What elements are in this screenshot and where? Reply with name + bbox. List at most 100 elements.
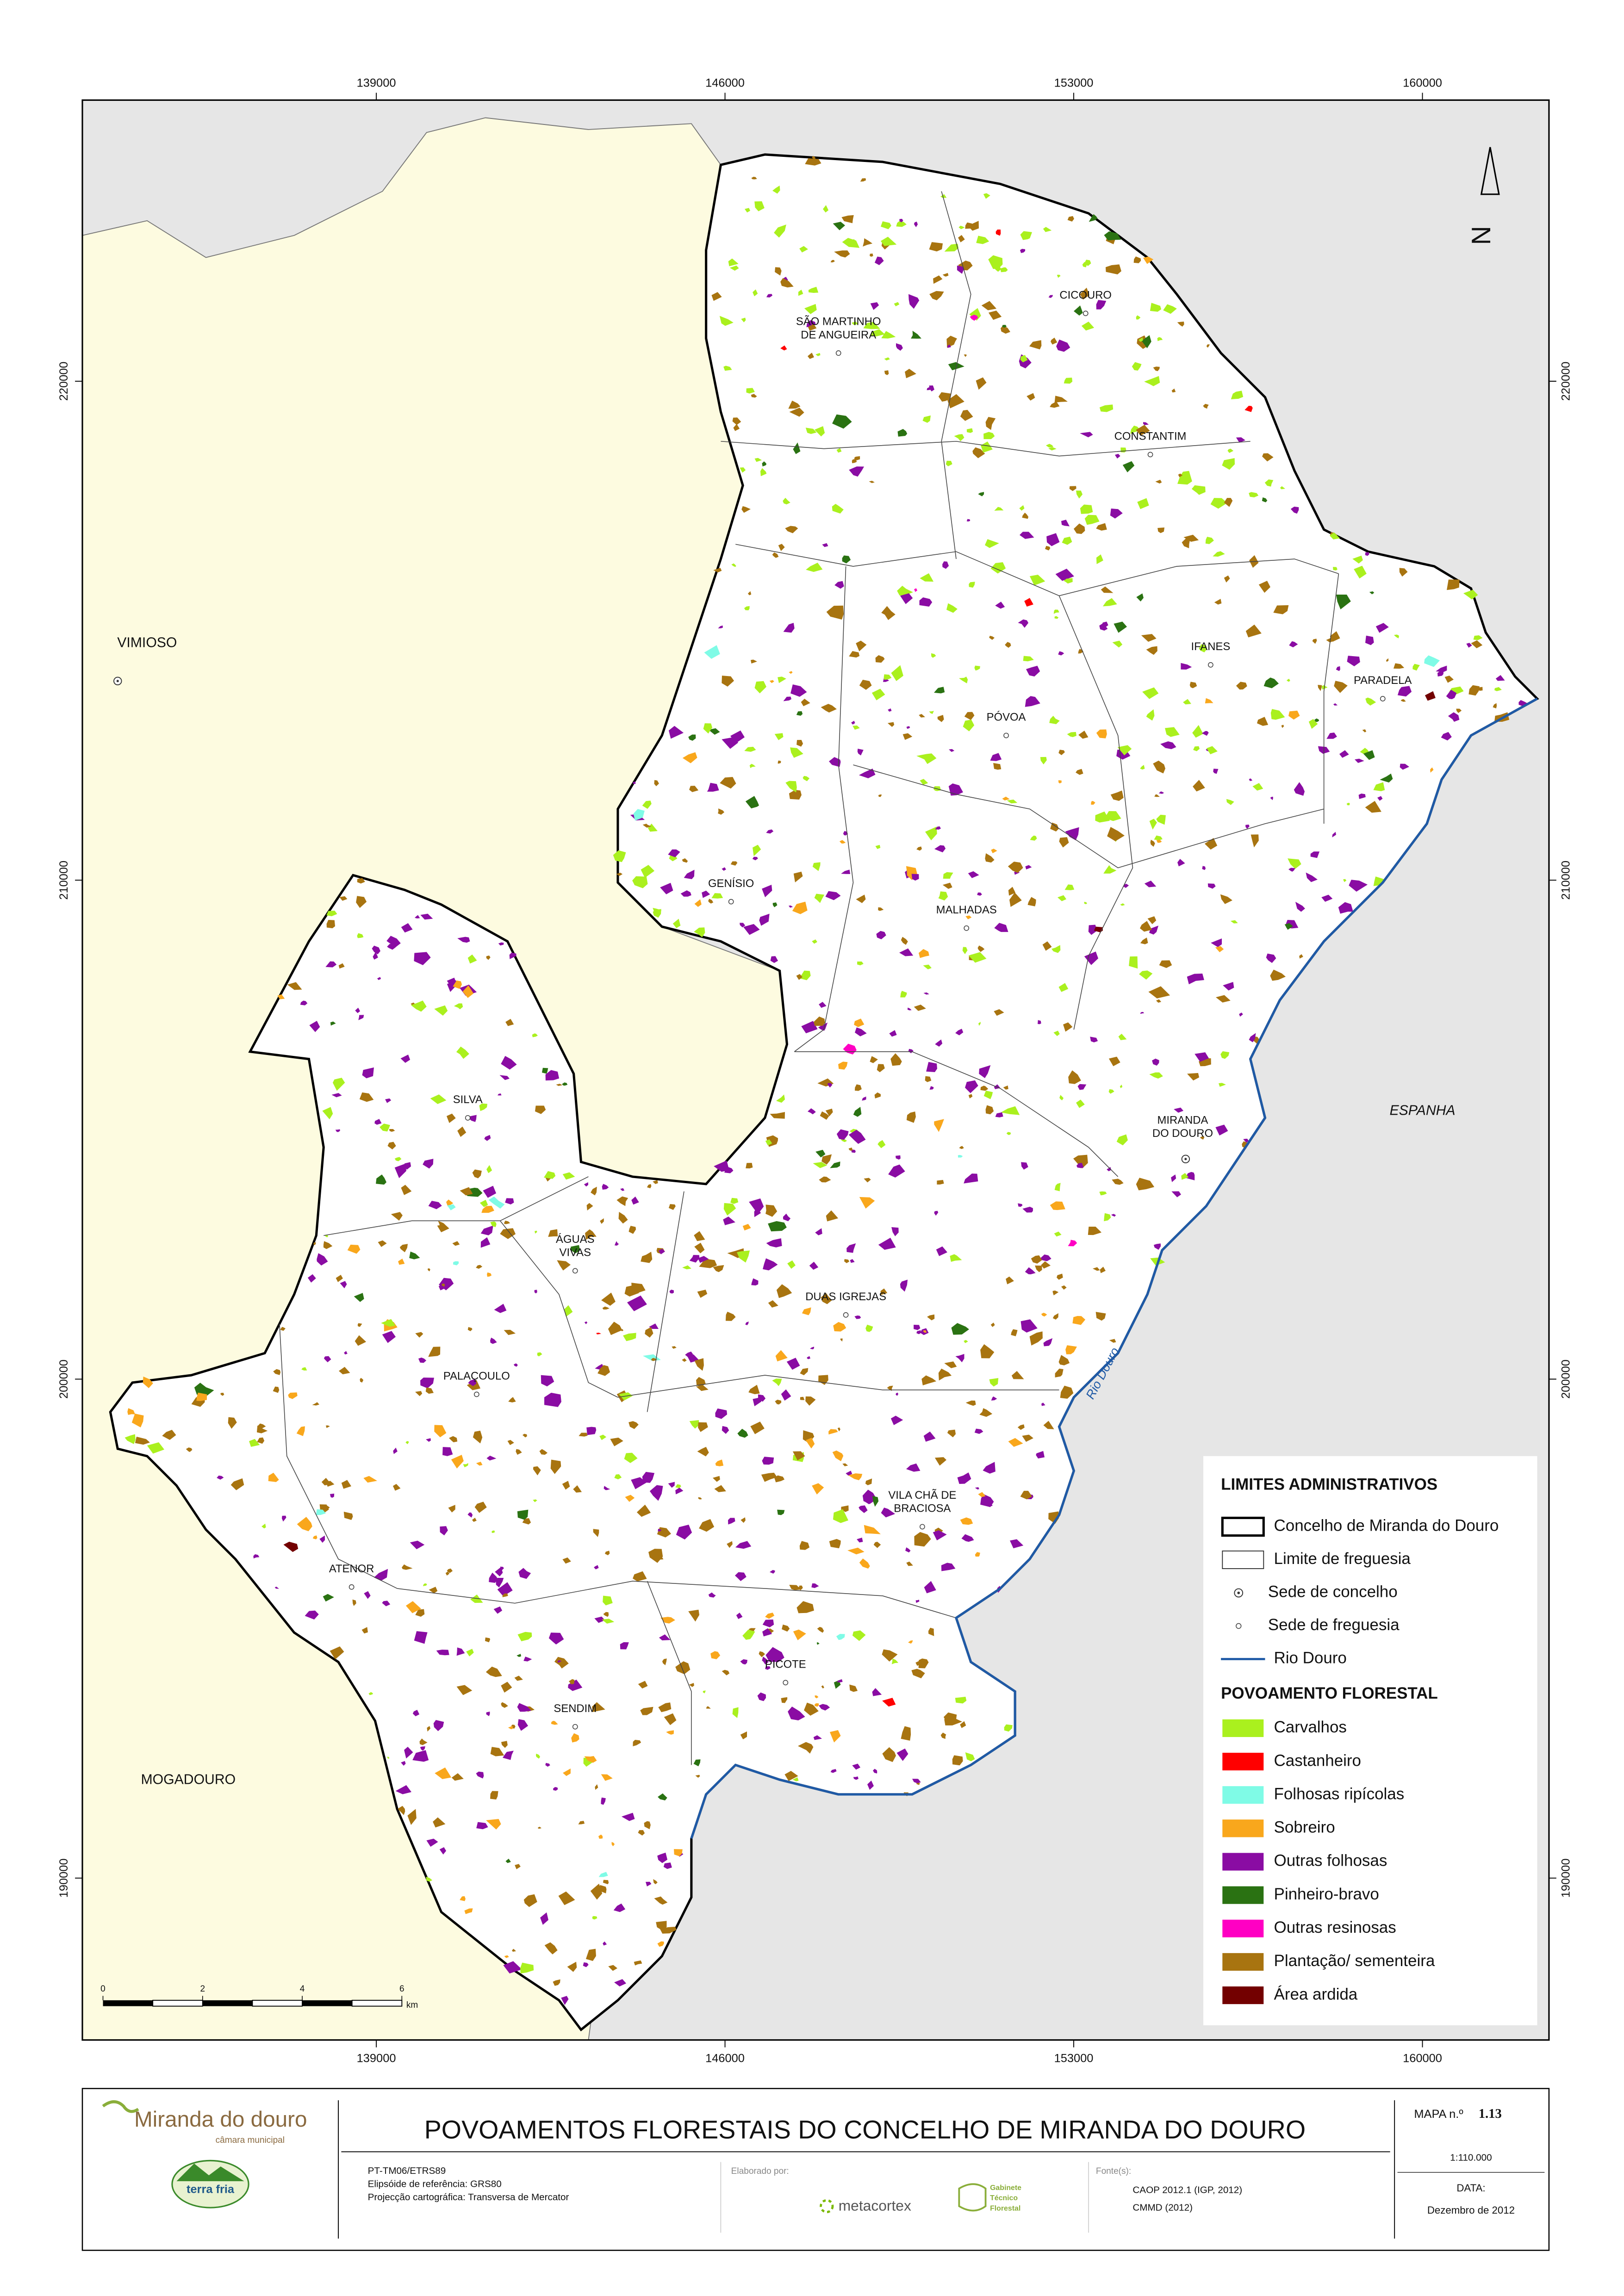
forest-patch <box>804 1702 819 1716</box>
forest-patch <box>991 849 997 854</box>
forest-patch <box>558 1891 575 1905</box>
forest-patch <box>1059 837 1069 848</box>
forest-patch <box>1399 568 1408 577</box>
forest-patch <box>730 730 745 744</box>
forest-patch <box>775 1399 782 1405</box>
forest-patch <box>815 1703 819 1707</box>
parish-seat <box>348 1584 355 1590</box>
forest-patch <box>699 1519 715 1532</box>
forest-patch <box>844 1259 850 1263</box>
forest-patch <box>481 1205 494 1213</box>
forest-patch <box>440 1526 448 1536</box>
forest-patch <box>874 1092 881 1098</box>
forest-patch <box>1204 838 1218 850</box>
forest-patch <box>505 1018 514 1026</box>
forest-patch <box>277 994 285 999</box>
forest-patch <box>1215 995 1231 1003</box>
forest-patch <box>649 1485 663 1501</box>
forest-patch <box>742 1629 755 1640</box>
forest-patch <box>1195 1052 1209 1062</box>
forest-patch <box>633 1571 647 1582</box>
forest-patch <box>698 1497 702 1500</box>
forest-patch <box>488 1196 505 1209</box>
forest-patch <box>1046 533 1060 546</box>
forest-patch <box>467 954 477 964</box>
forest-patch <box>899 948 914 956</box>
forest-patch <box>808 324 817 331</box>
forest-patch <box>1107 1167 1111 1172</box>
forest-patch <box>1089 214 1098 222</box>
forest-patch <box>782 1624 790 1632</box>
forest-patch <box>848 1129 866 1144</box>
forest-patch <box>750 1421 765 1434</box>
forest-patch <box>718 625 723 629</box>
forest-patch <box>762 1628 772 1637</box>
forest-patch <box>479 1199 488 1207</box>
forest-patch <box>1041 1312 1047 1317</box>
forest-patch <box>1148 986 1170 999</box>
forest-patch <box>1049 715 1060 724</box>
forest-patch <box>613 850 626 863</box>
forest-patch <box>591 1186 597 1196</box>
forest-patch <box>590 1883 603 1900</box>
forest-patch <box>923 1431 936 1442</box>
forest-patch <box>1346 803 1350 806</box>
forest-patch <box>319 1535 325 1543</box>
forest-patch <box>1058 983 1069 992</box>
forest-patch <box>729 265 739 271</box>
forest-patch <box>400 1055 411 1063</box>
legend-heading: LIMITES ADMINISTRATIVOS <box>1221 1476 1437 1494</box>
forest-patch <box>863 1498 873 1504</box>
scale-segment <box>103 2000 153 2006</box>
forest-patch <box>759 913 770 926</box>
forest-patch <box>847 1547 865 1555</box>
forest-patch <box>633 809 645 821</box>
forest-patch <box>1215 946 1224 952</box>
legend-label: Sede de freguesia <box>1268 1616 1400 1634</box>
forest-patch <box>974 665 980 670</box>
forest-patch <box>537 1352 542 1357</box>
forest-patch <box>1004 1724 1013 1732</box>
parish-seat <box>728 899 734 905</box>
forest-patch <box>1042 941 1052 951</box>
forest-patch <box>765 1666 771 1670</box>
place-label: CICOURO <box>1059 289 1112 301</box>
forest-patch <box>412 1710 420 1717</box>
forest-patch <box>826 1210 839 1222</box>
place-label: MOGADOURO <box>141 1772 236 1787</box>
forest-patch <box>775 1350 788 1362</box>
forest-patch <box>935 826 941 830</box>
forest-patch <box>867 1781 874 1790</box>
forest-patch <box>610 1437 623 1446</box>
forest-patch <box>341 1480 352 1489</box>
logo2: terra fria <box>187 2183 235 2196</box>
forest-patch <box>1446 689 1457 699</box>
forest-patch <box>938 891 948 901</box>
forest-patch <box>1108 1056 1120 1067</box>
forest-patch <box>1473 635 1483 640</box>
forest-patch <box>1041 1261 1051 1269</box>
forest-patch <box>504 1221 510 1224</box>
forest-patch <box>627 1295 647 1311</box>
forest-patch <box>1056 339 1070 352</box>
forest-patch <box>387 943 396 950</box>
forest-patch <box>415 1391 423 1396</box>
forest-patch <box>338 1366 350 1375</box>
forest-patch <box>539 1449 548 1455</box>
forest-patch <box>920 573 934 582</box>
forest-patch <box>900 1279 908 1292</box>
forest-patch <box>654 780 659 787</box>
forest-patch <box>1136 593 1144 602</box>
forest-patch <box>658 1702 672 1713</box>
forest-patch <box>441 1284 445 1287</box>
forest-patch <box>969 582 975 588</box>
forest-patch <box>1441 732 1452 741</box>
forest-patch <box>742 1224 751 1231</box>
forest-patch <box>503 1750 514 1760</box>
forest-patch <box>942 882 952 889</box>
map-title: POVOAMENTOS FLORESTAIS DO CONCELHO DE MI… <box>424 2116 1306 2144</box>
office: Técnico <box>990 2194 1018 2202</box>
forest-patch <box>977 892 982 896</box>
forest-patch <box>1365 800 1381 813</box>
place-label-line: IFANES <box>1191 640 1230 653</box>
